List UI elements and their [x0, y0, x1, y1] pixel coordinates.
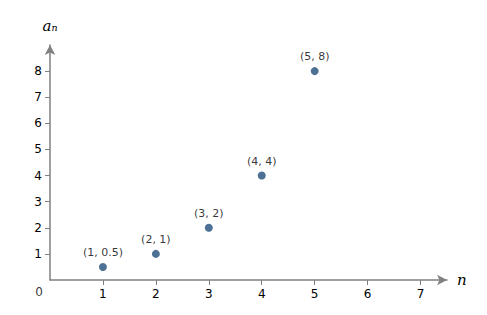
svg-text:n: n: [457, 271, 467, 289]
svg-text:6: 6: [364, 287, 372, 301]
svg-text:(3, 2): (3, 2): [194, 207, 224, 220]
svg-text:(2, 1): (2, 1): [141, 233, 171, 246]
svg-text:4: 4: [34, 169, 42, 183]
svg-text:0: 0: [35, 285, 43, 299]
svg-text:3: 3: [34, 195, 42, 209]
svg-text:1: 1: [34, 247, 42, 261]
svg-text:2: 2: [152, 287, 160, 301]
svg-text:1: 1: [99, 287, 107, 301]
svg-text:3: 3: [205, 287, 213, 301]
svg-text:5: 5: [34, 142, 42, 156]
svg-text:4: 4: [258, 287, 266, 301]
svg-text:7: 7: [417, 287, 425, 301]
svg-text:8: 8: [34, 64, 42, 78]
svg-text:7: 7: [34, 90, 42, 104]
svg-text:5: 5: [311, 287, 319, 301]
svg-text:(1, 0.5): (1, 0.5): [83, 246, 123, 259]
svg-text:aₙ: aₙ: [42, 17, 57, 35]
svg-text:2: 2: [34, 221, 42, 235]
svg-text:(4, 4): (4, 4): [247, 155, 277, 168]
svg-text:(5, 8): (5, 8): [300, 50, 330, 63]
svg-text:6: 6: [34, 116, 42, 130]
